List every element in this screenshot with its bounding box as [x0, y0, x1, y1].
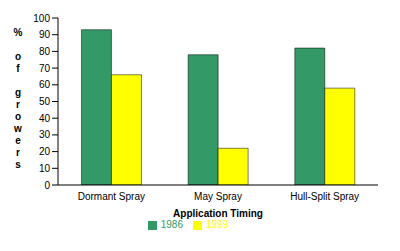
svg-text:Hull-Split Spray: Hull-Split Spray — [290, 191, 359, 202]
svg-text:30: 30 — [39, 129, 51, 140]
svg-text:Dormant Spray: Dormant Spray — [78, 191, 145, 202]
svg-text:Application Timing: Application Timing — [173, 208, 263, 219]
svg-text:0: 0 — [44, 180, 50, 191]
html-text:1986: 1986 — [160, 219, 183, 230]
svg-text:70: 70 — [39, 63, 51, 74]
svg-text:80: 80 — [39, 46, 51, 57]
svg-text:10: 10 — [39, 163, 51, 174]
svg-text:100: 100 — [33, 13, 50, 24]
svg-text:50: 50 — [39, 96, 51, 107]
svg-text:% of growers: % of growers — [13, 27, 22, 170]
svg-text:60: 60 — [39, 79, 51, 90]
svg-text:90: 90 — [39, 29, 51, 40]
svg-text:May Spray: May Spray — [194, 191, 242, 202]
svg-text:40: 40 — [39, 113, 51, 124]
html-text:1999: 1999 — [206, 219, 229, 230]
svg-text:20: 20 — [39, 146, 51, 157]
